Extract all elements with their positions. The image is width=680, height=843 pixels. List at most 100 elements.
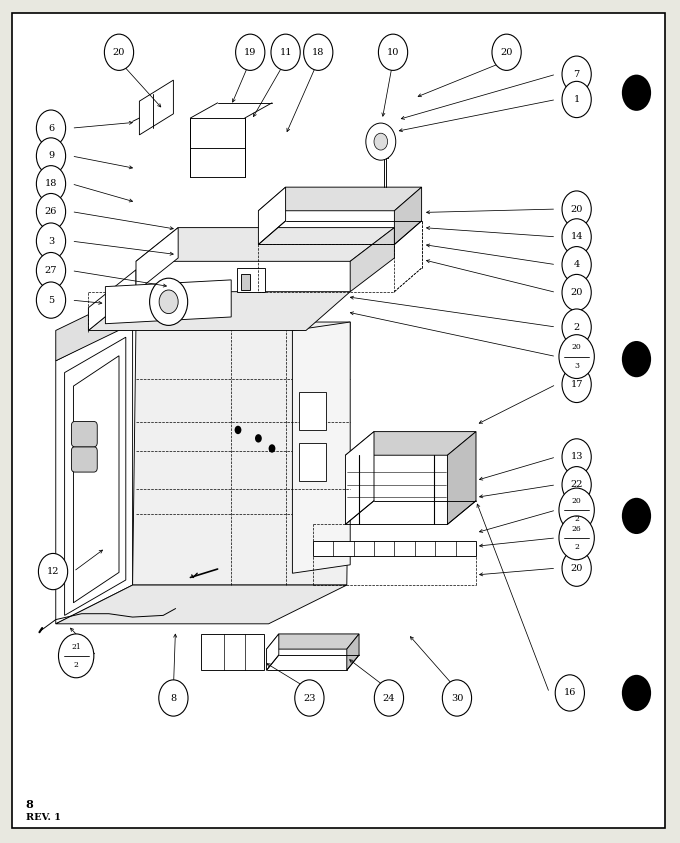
Polygon shape — [292, 322, 350, 573]
Polygon shape — [394, 187, 422, 244]
Text: 2: 2 — [573, 323, 580, 331]
Text: 2: 2 — [574, 515, 579, 524]
Circle shape — [374, 133, 388, 150]
Text: 19: 19 — [244, 48, 256, 56]
Text: 3: 3 — [48, 237, 54, 245]
Circle shape — [37, 137, 65, 175]
Circle shape — [37, 223, 65, 260]
Text: 24: 24 — [383, 694, 395, 702]
Text: 13: 13 — [571, 453, 583, 461]
Polygon shape — [350, 228, 394, 292]
Circle shape — [562, 82, 591, 117]
Text: 20: 20 — [571, 564, 583, 572]
Text: 18: 18 — [45, 180, 57, 188]
Circle shape — [492, 35, 522, 71]
Circle shape — [37, 193, 65, 230]
Text: 10: 10 — [387, 48, 399, 56]
Text: 5: 5 — [48, 296, 54, 304]
Circle shape — [235, 35, 265, 71]
Circle shape — [104, 35, 133, 71]
Text: 21: 21 — [71, 642, 81, 651]
Text: 4: 4 — [573, 260, 580, 269]
Polygon shape — [258, 187, 286, 244]
Text: 8: 8 — [26, 798, 33, 810]
Circle shape — [295, 679, 324, 717]
Text: 18: 18 — [312, 48, 324, 56]
Circle shape — [37, 110, 65, 147]
Circle shape — [562, 191, 591, 228]
Text: 7: 7 — [573, 70, 580, 78]
Polygon shape — [347, 634, 359, 670]
FancyBboxPatch shape — [299, 443, 326, 481]
Text: 26: 26 — [45, 207, 57, 216]
Circle shape — [622, 341, 651, 378]
Circle shape — [562, 56, 591, 93]
Polygon shape — [201, 634, 264, 670]
Circle shape — [37, 282, 65, 319]
Polygon shape — [267, 634, 359, 649]
Text: 20: 20 — [571, 205, 583, 213]
Circle shape — [374, 679, 403, 717]
Text: 26: 26 — [572, 524, 581, 533]
Circle shape — [562, 309, 591, 346]
Text: 8: 8 — [170, 694, 177, 702]
Circle shape — [562, 550, 591, 587]
Polygon shape — [105, 280, 231, 324]
Circle shape — [622, 674, 651, 711]
Circle shape — [559, 516, 594, 560]
Text: 27: 27 — [45, 266, 57, 275]
Text: 30: 30 — [451, 694, 463, 702]
Polygon shape — [136, 228, 178, 292]
Polygon shape — [447, 432, 476, 524]
Circle shape — [38, 553, 67, 590]
Polygon shape — [133, 322, 350, 585]
Circle shape — [150, 278, 188, 325]
Circle shape — [562, 275, 591, 311]
Circle shape — [269, 444, 275, 453]
Circle shape — [555, 674, 585, 711]
FancyBboxPatch shape — [299, 392, 326, 430]
Circle shape — [562, 246, 591, 282]
Polygon shape — [56, 292, 136, 361]
Circle shape — [159, 290, 178, 314]
Circle shape — [559, 335, 594, 379]
Circle shape — [37, 253, 65, 288]
Text: REV. 1: REV. 1 — [26, 813, 61, 822]
Circle shape — [562, 366, 591, 403]
Text: 3: 3 — [574, 362, 579, 370]
Polygon shape — [345, 432, 374, 524]
Text: 23: 23 — [303, 694, 316, 702]
Circle shape — [378, 35, 407, 71]
Polygon shape — [345, 432, 476, 455]
Circle shape — [562, 467, 591, 502]
Text: 17: 17 — [571, 380, 583, 389]
Circle shape — [255, 434, 262, 443]
Text: 20: 20 — [113, 48, 125, 56]
Text: 11: 11 — [279, 48, 292, 56]
Polygon shape — [56, 585, 347, 624]
Circle shape — [622, 497, 651, 534]
Polygon shape — [139, 80, 173, 135]
Circle shape — [271, 35, 300, 71]
Polygon shape — [258, 187, 422, 211]
Polygon shape — [374, 152, 388, 158]
Text: 9: 9 — [48, 152, 54, 160]
Text: 6: 6 — [48, 124, 54, 132]
Circle shape — [559, 488, 594, 532]
Text: 22: 22 — [571, 481, 583, 489]
Text: 12: 12 — [47, 567, 59, 576]
Polygon shape — [88, 270, 136, 330]
Polygon shape — [241, 274, 250, 290]
Polygon shape — [136, 228, 394, 261]
Circle shape — [443, 679, 472, 717]
Polygon shape — [88, 292, 350, 330]
Circle shape — [562, 219, 591, 255]
Text: 20: 20 — [500, 48, 513, 56]
Text: 2: 2 — [574, 543, 579, 551]
Polygon shape — [56, 322, 133, 624]
Text: 20: 20 — [572, 343, 581, 352]
Circle shape — [303, 35, 333, 71]
Text: 2: 2 — [73, 661, 79, 669]
Text: 1: 1 — [573, 95, 580, 104]
Circle shape — [158, 679, 188, 717]
